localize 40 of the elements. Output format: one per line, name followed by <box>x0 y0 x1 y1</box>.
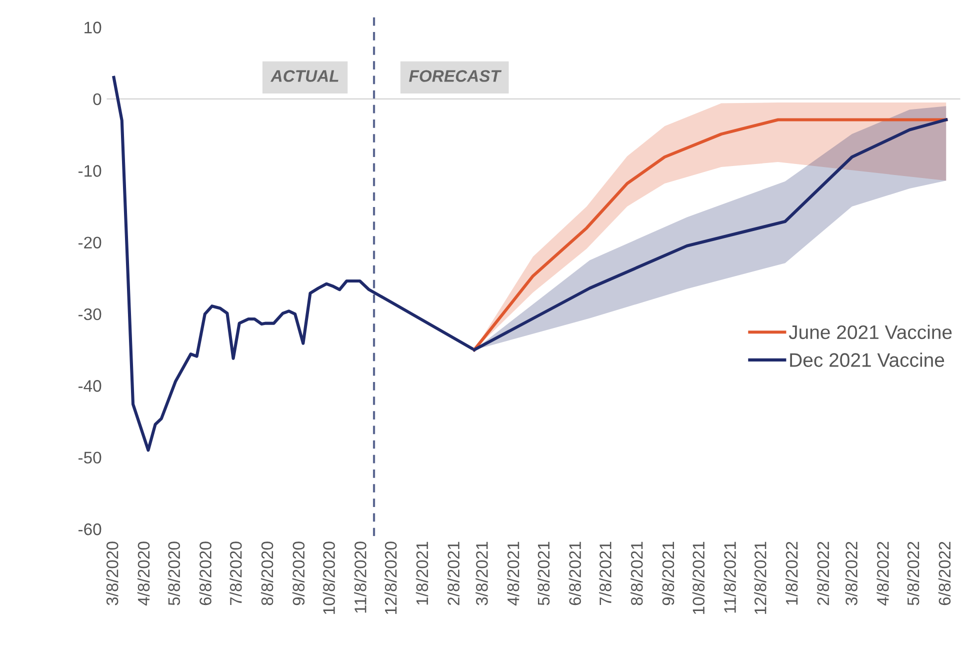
x-tick-label: 4/8/2022 <box>876 542 889 606</box>
x-tick-label: 1/8/2021 <box>416 542 428 605</box>
y-tick-label: -40 <box>78 380 102 392</box>
x-tick-label: 8/8/2021 <box>630 542 643 606</box>
y-tick-label: -60 <box>78 523 102 536</box>
annotation: FORECAST <box>409 70 502 82</box>
x-tick-label: 5/8/2021 <box>537 542 550 606</box>
x-tick-label: 12/8/2021 <box>754 542 766 614</box>
x-tick-label: 3/8/2020 <box>106 542 118 606</box>
y-tick-label: -20 <box>78 236 102 248</box>
x-tick-label: 2/8/2021 <box>447 542 460 606</box>
x-tick-label: 4/8/2020 <box>137 542 150 606</box>
y-tick-label: 0 <box>93 93 102 106</box>
x-tick-label: 6/8/2021 <box>568 542 582 606</box>
x-tick-label: 2/8/2022 <box>816 542 830 606</box>
x-tick-label: 11/8/2021 <box>724 542 736 613</box>
x-tick-label: 7/8/2020 <box>230 542 242 606</box>
x-tick-label: 3/8/2021 <box>476 542 488 606</box>
x-tick-label: 11/8/2020 <box>354 542 366 613</box>
y-tick-label: -50 <box>78 452 102 464</box>
x-tick-label: 5/8/2022 <box>906 542 920 606</box>
x-tick-label: 3/8/2022 <box>845 542 858 606</box>
annotation: ACTUAL <box>270 70 338 82</box>
x-tick-label: 12/8/2020 <box>384 542 397 614</box>
x-tick-label: 1/8/2022 <box>785 542 798 605</box>
y-tick-label: -10 <box>78 165 102 177</box>
x-tick-label: 5/8/2020 <box>168 542 180 606</box>
x-tick-label: 6/8/2022 <box>938 542 951 606</box>
legend-label: Dec 2021 Vaccine <box>790 352 944 367</box>
x-tick-label: 9/8/2020 <box>292 542 305 606</box>
x-tick-label: 4/8/2021 <box>507 542 520 606</box>
legend-label: June 2021 Vaccine <box>788 324 952 340</box>
y-tick-label: -30 <box>78 308 102 320</box>
x-tick-label: 10/8/2021 <box>692 542 705 614</box>
x-tick-label: 7/8/2021 <box>599 542 612 606</box>
x-tick-label: 10/8/2020 <box>322 542 335 614</box>
x-tick-label: 6/8/2020 <box>199 542 212 606</box>
x-tick-label: 8/8/2020 <box>260 542 274 606</box>
x-tick-label: 9/8/2021 <box>662 542 674 606</box>
y-tick-label: 10 <box>84 22 102 34</box>
